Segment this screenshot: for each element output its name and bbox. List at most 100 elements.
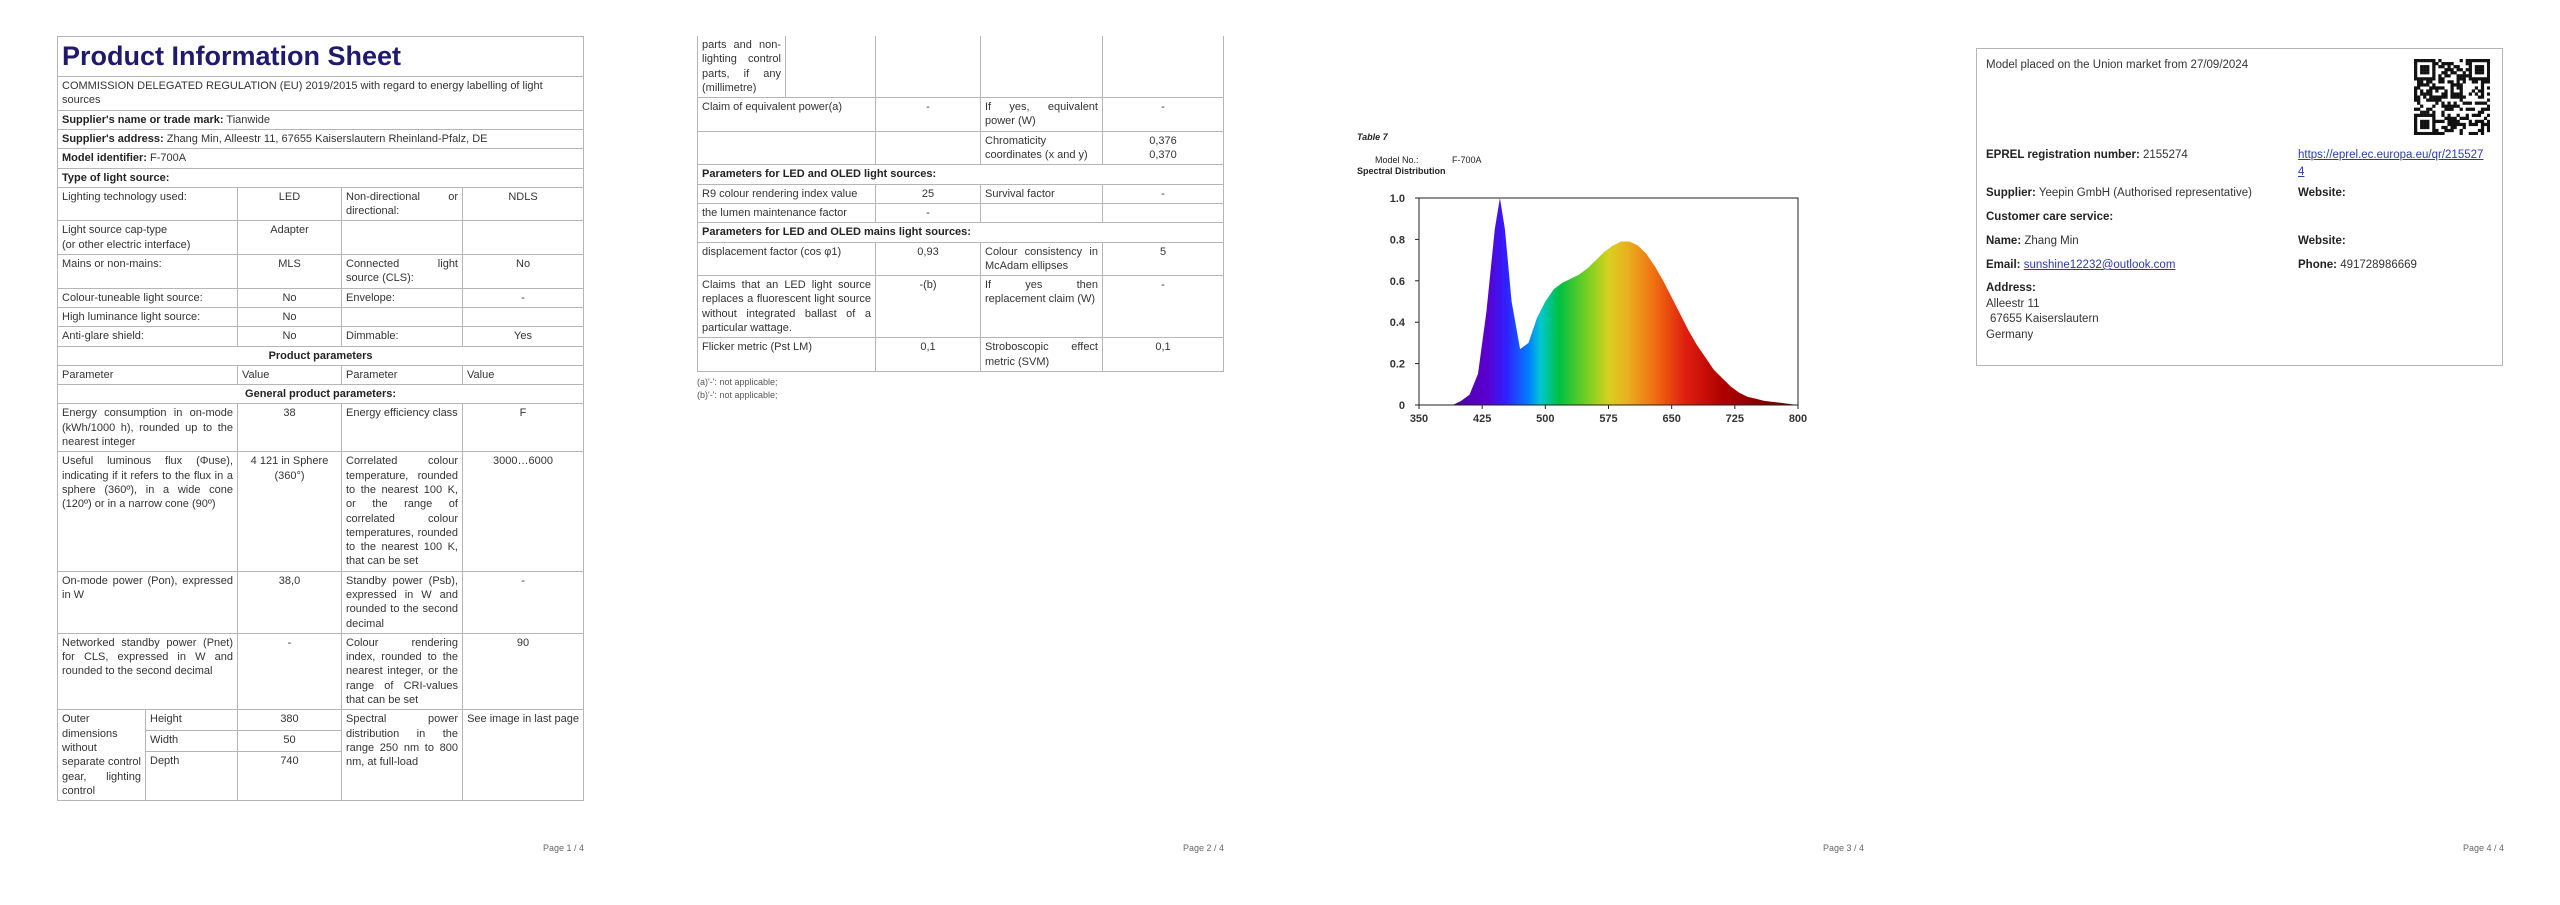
qr-module: [2426, 68, 2430, 72]
table: Product Information Sheet COMMISSION DELE…: [56, 35, 585, 802]
row: Claim of equivalent power(a) - If yes, equ…: [697, 97, 1224, 132]
cell: 0,93: [875, 241, 981, 277]
qr-module: [2423, 68, 2427, 72]
model-value: F-700A: [1452, 155, 1482, 165]
qr-module: [2459, 77, 2463, 81]
cell: -(b): [875, 275, 981, 339]
qr-module: [2465, 116, 2469, 120]
qr-module: [2420, 119, 2424, 124]
qr-module: [2438, 131, 2442, 135]
eprel-link[interactable]: https://eprel.ec.europa.eu/qr/2155274: [2298, 149, 2484, 178]
qr-module: [2444, 92, 2448, 96]
cell: [1102, 36, 1224, 99]
qr-module: [2477, 71, 2482, 75]
qr-module: [2453, 92, 2457, 96]
qr-module: [2450, 119, 2454, 124]
value: Yeepin GmbH (Authorised representative): [2038, 187, 2252, 199]
customer-care: Customer care service:: [1986, 209, 2113, 226]
cell: Anti-glare shield:: [57, 326, 238, 347]
page-number: Page 3 / 4: [1823, 843, 1865, 853]
qr-module: [2432, 68, 2436, 72]
market-date: Model placed on the Union market from 27…: [1986, 59, 2249, 71]
qr-module: [2477, 113, 2482, 117]
qr-code: [2414, 59, 2490, 135]
cell: Spectral power distribution in the range…: [341, 709, 463, 802]
qr-module: [2486, 65, 2490, 69]
qr-module: [2426, 131, 2430, 135]
qr-module: [2429, 59, 2433, 63]
qr-module: [2486, 122, 2490, 127]
qr-module: [2423, 71, 2427, 75]
page-number: Page 4 / 4: [2463, 843, 2505, 853]
row: Parameter Value Parameter Value: [57, 364, 585, 386]
email-link[interactable]: sunshine12232@outlook.com: [2023, 259, 2176, 271]
cell: R9 colour rendering index value: [697, 183, 876, 204]
qr-module: [2471, 80, 2475, 84]
cell: Dimmable:: [341, 326, 463, 347]
qr-module: [2414, 119, 2418, 124]
qr-module: [2456, 74, 2460, 78]
qr-module: [2483, 77, 2488, 81]
cell: 380: [237, 709, 342, 732]
qr-module: [2429, 92, 2433, 96]
qr-module: [2420, 83, 2424, 87]
cell: No: [237, 326, 342, 347]
qr-module: [2468, 77, 2472, 81]
qr-module: [2459, 92, 2463, 96]
qr-module: [2435, 119, 2439, 124]
x-tick-label: 500: [1536, 413, 1554, 425]
qr-module: [2426, 65, 2430, 69]
qr-module: [2477, 101, 2482, 105]
cell: Yes: [461, 326, 585, 347]
qr-module: [2429, 107, 2433, 111]
qr-module: [2450, 86, 2454, 90]
qr-module: [2447, 74, 2451, 78]
qr-module: [2441, 113, 2445, 117]
qr-module: [2453, 116, 2457, 120]
label: Address:: [1986, 282, 2036, 294]
qr-module: [2468, 59, 2472, 63]
x-tick-label: 725: [1726, 413, 1744, 425]
qr-module: [2432, 113, 2436, 117]
page-2: parts and non-lighting control parts, if…: [697, 36, 1224, 403]
qr-module: [2414, 131, 2418, 135]
qr-module: [2420, 125, 2424, 130]
qr-module: [2423, 125, 2427, 130]
cell: If yes then replacement claim (W): [980, 275, 1103, 339]
cell: -: [461, 287, 585, 308]
qr-module: [2468, 131, 2472, 135]
qr-module: [2447, 104, 2451, 108]
row: Useful luminous flux (Φuse), indicating …: [57, 451, 585, 572]
cell: NDLS: [461, 186, 585, 222]
qr-module: [2456, 113, 2460, 117]
qr-module: [2444, 89, 2448, 93]
row: the lumen maintenance factor -: [697, 202, 1224, 224]
cell: Parameters for LED and OLED light source…: [697, 164, 1224, 185]
qr-module: [2432, 65, 2436, 69]
qr-module: [2471, 113, 2475, 117]
qr-module: [2483, 122, 2488, 127]
cell: 25: [875, 183, 981, 204]
qr-module: [2423, 83, 2427, 87]
qr-module: [2414, 122, 2418, 127]
qr-module: [2459, 59, 2463, 63]
qr-module: [2486, 62, 2490, 66]
qr-module: [2441, 104, 2445, 108]
row: COMMISSION DELEGATED REGULATION (EU) 201…: [56, 76, 585, 111]
qr-module: [2486, 86, 2490, 90]
qr-module: [2426, 92, 2430, 96]
qr-module: [2450, 83, 2454, 87]
qr-module: [2474, 122, 2479, 127]
cell: Non-directional or directional:: [341, 186, 463, 222]
qr-module: [2483, 107, 2488, 111]
qr-module: [2486, 92, 2490, 96]
cell: Chromaticity coordinates (x and y): [980, 130, 1103, 166]
cell: 50: [237, 730, 342, 753]
qr-module: [2447, 119, 2451, 124]
qr-module: [2423, 119, 2427, 124]
qr-module: [2444, 128, 2448, 133]
qr-module: [2459, 86, 2463, 90]
qr-module: [2420, 65, 2424, 69]
qr-module: [2441, 95, 2445, 99]
